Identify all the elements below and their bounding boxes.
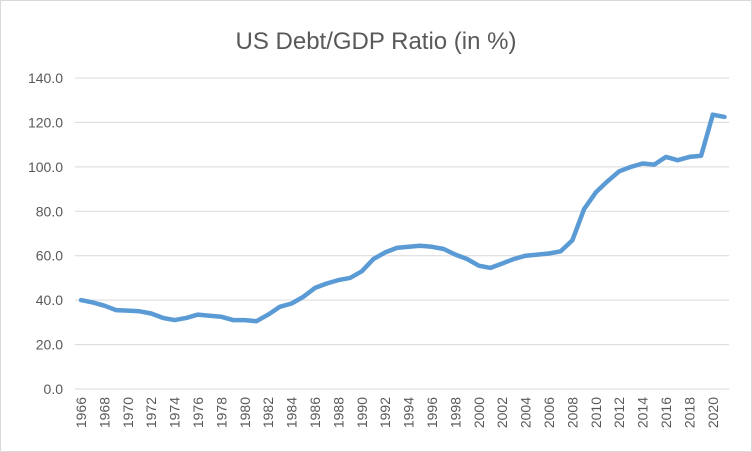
x-tick-label: 2014 <box>635 397 651 428</box>
series-line-debt-gdp <box>78 112 727 324</box>
x-tick-label: 1990 <box>354 397 370 428</box>
x-tick-label: 2000 <box>471 397 487 428</box>
y-tick-label: 120.0 <box>28 114 63 130</box>
x-tick-label: 1984 <box>284 397 300 428</box>
x-tick-label: 1976 <box>190 397 206 428</box>
x-tick-label: 2012 <box>611 397 627 428</box>
x-tick-label: 1988 <box>330 397 346 428</box>
x-tick-label: 2020 <box>705 397 721 428</box>
y-tick-label: 40.0 <box>36 292 63 308</box>
x-tick-label: 1972 <box>143 397 159 428</box>
x-tick-label: 2002 <box>494 397 510 428</box>
y-tick-label: 0.0 <box>44 381 64 397</box>
y-tick-label: 60.0 <box>36 248 63 264</box>
y-tick-label: 80.0 <box>36 203 63 219</box>
x-tick-label: 1974 <box>167 397 183 428</box>
y-tick-label: 140.0 <box>28 70 63 86</box>
x-tick-label: 2004 <box>518 397 534 428</box>
x-tick-label: 2008 <box>564 397 580 428</box>
x-tick-label: 2010 <box>588 397 604 428</box>
x-tick-label: 1966 <box>73 397 89 428</box>
x-tick-label: 1970 <box>120 397 136 428</box>
x-tick-label: 1968 <box>96 397 112 428</box>
x-tick-label: 2018 <box>681 397 697 428</box>
x-tick-label: 1998 <box>447 397 463 428</box>
x-tick-label: 2016 <box>658 397 674 428</box>
y-tick-label: 100.0 <box>28 159 63 175</box>
x-tick-label: 1978 <box>213 397 229 428</box>
x-tick-label: 1986 <box>307 397 323 428</box>
x-tick-label: 1994 <box>401 397 417 428</box>
x-tick-label: 2006 <box>541 397 557 428</box>
x-tick-label: 1982 <box>260 397 276 428</box>
x-tick-label: 1992 <box>377 397 393 428</box>
chart-title: US Debt/GDP Ratio (in %) <box>236 28 517 55</box>
x-tick-label: 1996 <box>424 397 440 428</box>
y-tick-label: 20.0 <box>36 337 63 353</box>
x-tick-label: 1980 <box>237 397 253 428</box>
